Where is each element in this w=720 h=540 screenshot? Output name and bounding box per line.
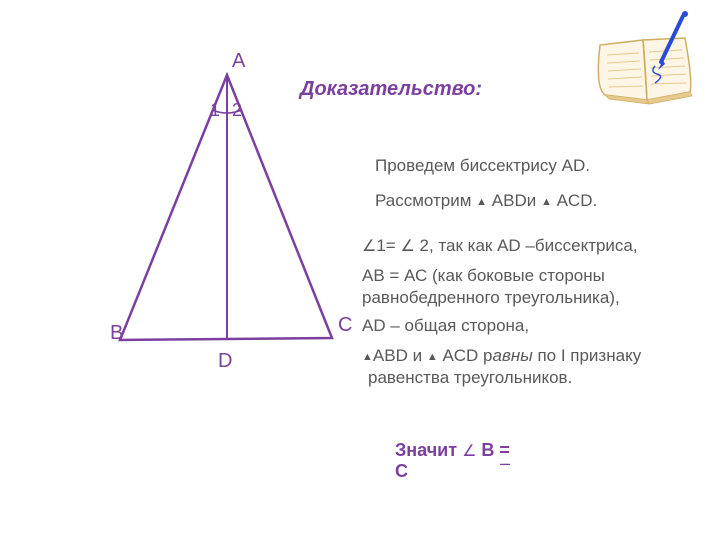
- angle-icon: ∠: [400, 237, 414, 258]
- vertex-label-d: D: [218, 350, 232, 373]
- vertex-label-a: A: [232, 50, 245, 73]
- vertex-label-c: C: [338, 314, 352, 337]
- book-pen-icon: [585, 10, 715, 110]
- proof-line-6-post: по I признаку: [533, 346, 641, 365]
- vertex-label-b: B: [110, 322, 123, 345]
- proof-line-6: ▲АВD и ▲ ACD равны по I признаку равенст…: [362, 345, 702, 389]
- conclusion-pre: Значит: [395, 440, 457, 460]
- triangle-icon: ▲: [362, 350, 373, 364]
- proof-line-2-pre: Рассмотрим: [375, 191, 471, 210]
- angle-icon: ∠: [462, 441, 476, 461]
- angle-label-1: 1: [210, 100, 220, 121]
- angle-label-2: 2: [232, 100, 242, 121]
- proof-line-2-mid: АВDи: [492, 191, 536, 210]
- triangle-icon: ▲: [476, 195, 487, 209]
- proof-line-1: Проведем биссектрису AD.: [375, 155, 590, 177]
- proof-line-6-pre: АВD и: [373, 346, 422, 365]
- proof-line-4: АВ = АС (как боковые стороны равнобедрен…: [362, 265, 682, 309]
- triangle-icon: ▲: [427, 350, 438, 364]
- proof-line-2-post: ACD.: [557, 191, 598, 210]
- conclusion-line: Значит ∠ B =– C: [395, 440, 510, 482]
- proof-line-3-pre: 1=: [376, 236, 395, 255]
- proof-line-6-italic: авны: [493, 346, 533, 365]
- proof-line-5: AD – общая сторона,: [362, 315, 529, 337]
- proof-line-2: Рассмотрим ▲ АВDи ▲ ACD.: [375, 190, 597, 212]
- triangle-icon: ▲: [541, 195, 552, 209]
- proof-line-3: ∠1= ∠ 2, так как АD –биссектриса,: [362, 235, 638, 258]
- proof-line-3-post: 2, так как АD –биссектриса,: [420, 236, 638, 255]
- conclusion-tail: C: [395, 461, 408, 481]
- proof-line-6-tail: равенства треугольников.: [368, 368, 572, 387]
- angle-icon: ∠: [362, 237, 376, 258]
- proof-heading: Доказательство:: [300, 78, 482, 101]
- proof-line-6-mid: ACD р: [442, 346, 492, 365]
